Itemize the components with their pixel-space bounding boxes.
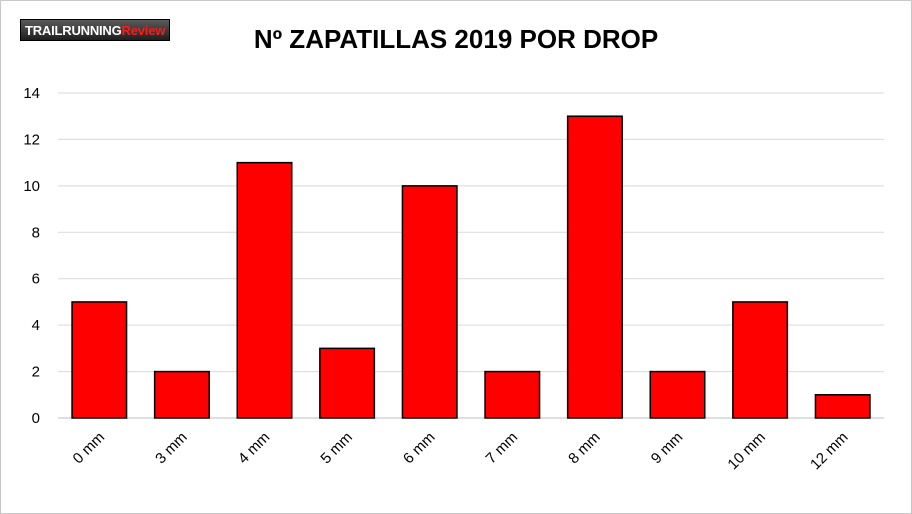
logo-text-review: Review: [121, 22, 166, 38]
x-tick-label: 7 mm: [483, 429, 522, 468]
y-tick-label: 6: [32, 271, 40, 288]
x-tick-label: 6 mm: [400, 429, 439, 468]
x-tick-label: 4 mm: [235, 429, 274, 468]
x-tick-label: 10 mm: [724, 429, 768, 473]
x-tick-label: 12 mm: [807, 429, 851, 473]
bar: [649, 370, 706, 419]
y-tick-label: 8: [32, 224, 40, 241]
x-tick-label: 3 mm: [152, 429, 191, 468]
bar: [484, 370, 541, 419]
bar: [71, 301, 128, 419]
trailrunning-review-logo: TRAILRUNNING Review: [20, 19, 171, 41]
bar: [319, 347, 376, 419]
y-tick-label: 10: [23, 178, 40, 195]
bar: [401, 185, 458, 419]
y-tick-label: 0: [32, 410, 40, 427]
x-tick-label: 8 mm: [565, 429, 604, 468]
bar: [153, 370, 210, 419]
y-tick-label: 12: [23, 131, 40, 148]
bar: [236, 161, 293, 419]
bar: [814, 394, 871, 419]
x-tick-label: 9 mm: [648, 429, 687, 468]
y-tick-label: 14: [23, 85, 40, 102]
y-tick-label: 4: [32, 317, 40, 334]
x-tick-label: 0 mm: [70, 429, 109, 468]
chart-title: Nº ZAPATILLAS 2019 POR DROP: [253, 24, 659, 54]
bar: [732, 301, 789, 419]
logo-text-trailrunning: TRAILRUNNING: [25, 22, 122, 38]
x-tick-label: 5 mm: [317, 429, 356, 468]
y-tick-label: 2: [32, 364, 40, 381]
bar: [566, 115, 623, 419]
